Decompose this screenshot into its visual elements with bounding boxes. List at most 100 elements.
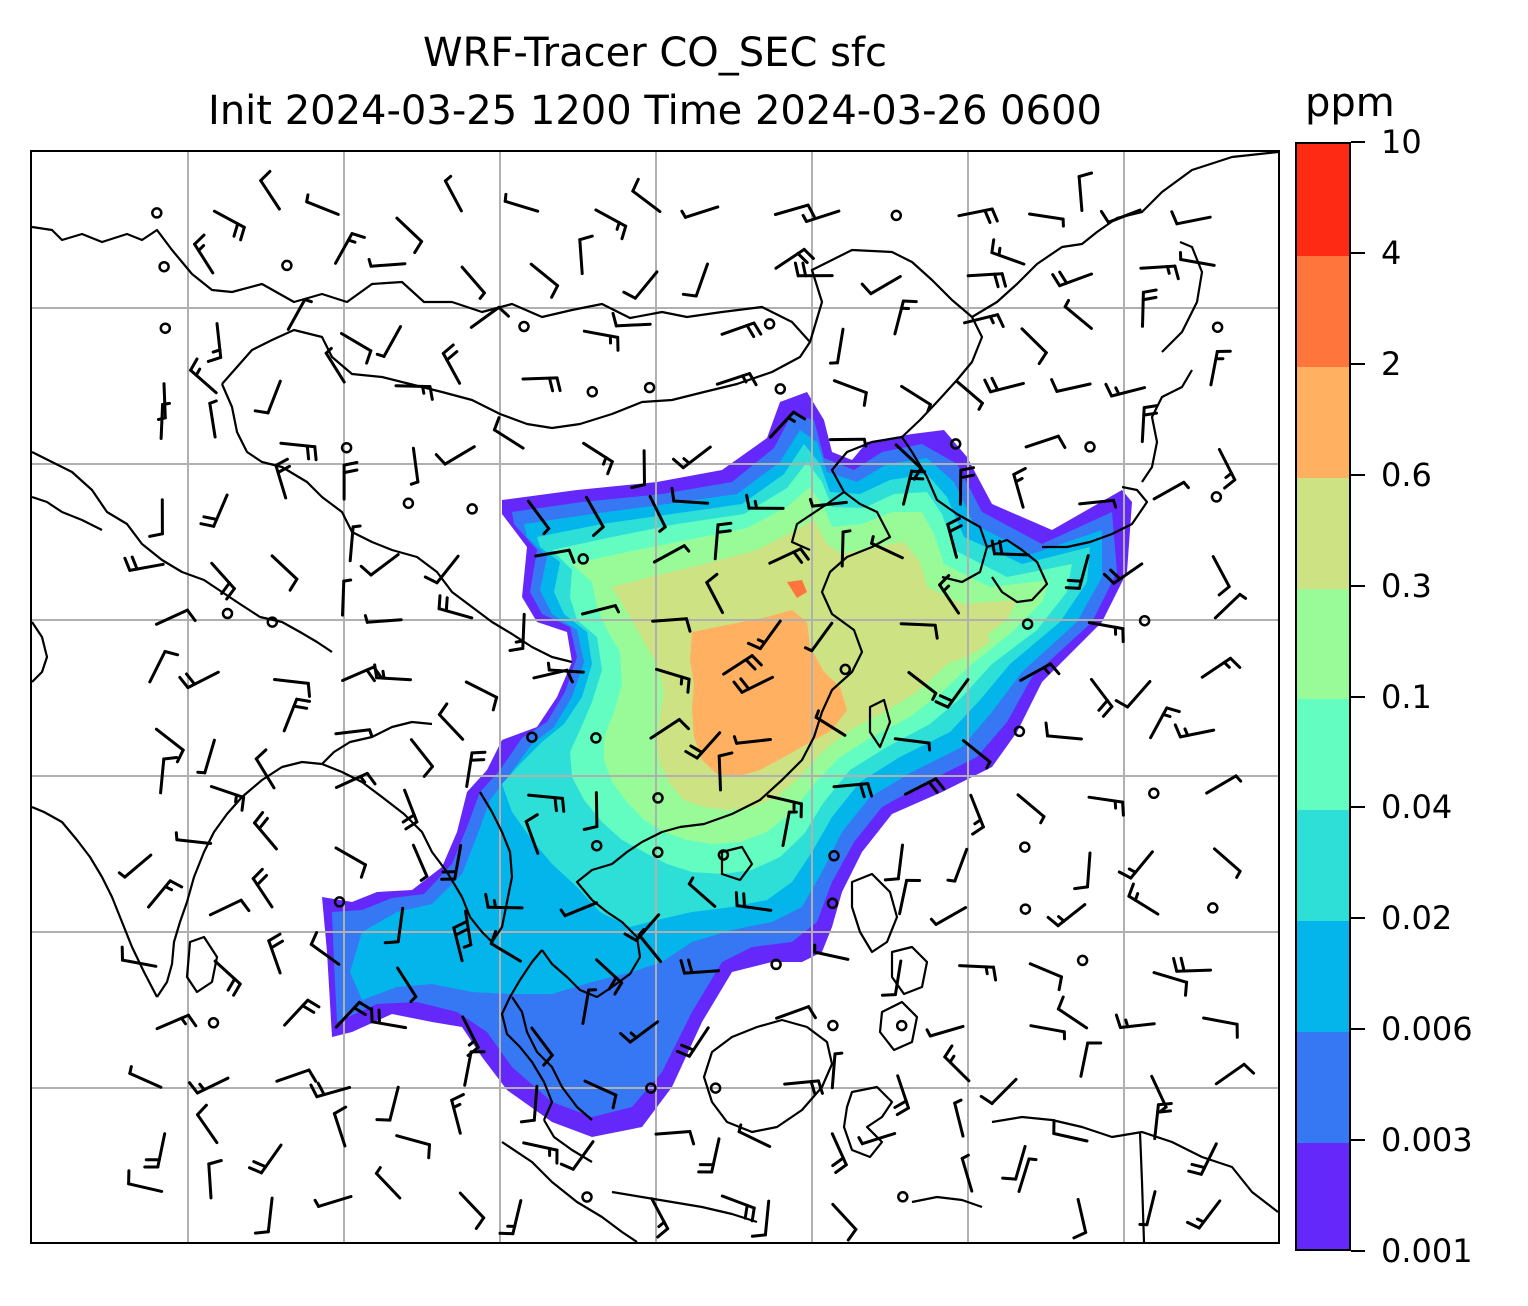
wind-barb-flag <box>484 892 490 909</box>
wind-barb-flag <box>1238 592 1248 600</box>
wind-barb-staff <box>286 298 307 331</box>
wind-barb-flag <box>846 1227 858 1242</box>
wind-barb-staff <box>830 1132 848 1167</box>
wind-barb-flag <box>1141 288 1158 294</box>
wind-barb-flag <box>292 704 309 710</box>
wind-barb <box>1019 662 1061 682</box>
wind-barb-staff <box>1056 903 1087 928</box>
calm-marker <box>895 1019 908 1032</box>
wind-barb-staff <box>254 757 276 790</box>
wind-barb <box>127 1169 164 1193</box>
wind-barb-staff <box>396 906 405 944</box>
wind-barb-staff <box>1076 1197 1088 1234</box>
wind-barb-flag <box>613 604 620 614</box>
map-panel[interactable] <box>30 150 1280 1244</box>
wind-barb <box>1087 621 1125 644</box>
calm-marker <box>1207 902 1219 914</box>
wind-barb-staff <box>1028 962 1063 979</box>
wind-barb-flag <box>434 453 447 466</box>
wind-barb <box>334 1000 372 1029</box>
wind-barb-flag <box>977 401 984 411</box>
wind-barb-staff <box>461 1015 480 1049</box>
wind-barb-flag <box>413 240 424 255</box>
wind-barb-staff <box>722 654 754 676</box>
wind-barb-flag <box>365 771 377 786</box>
wind-barb-flag <box>658 525 667 533</box>
coastline <box>1161 240 1204 353</box>
wind-barb-flag <box>567 548 576 564</box>
wind-barb-staff <box>953 847 969 883</box>
wind-barb-flag <box>753 499 759 510</box>
wind-barb-staff <box>898 878 909 916</box>
wind-barb <box>441 343 462 385</box>
wind-barb-flag <box>1114 1013 1122 1029</box>
wind-barb-flag <box>1058 270 1069 285</box>
wind-barb-staff <box>594 208 628 228</box>
wind-barb-flag <box>866 782 874 798</box>
wind-barb-staff <box>860 1132 897 1146</box>
wind-barb-flag <box>983 209 992 224</box>
wind-barb-flag <box>741 374 748 384</box>
wind-barb-flag <box>672 457 685 470</box>
wind-barb-flag <box>162 756 179 761</box>
wind-barb <box>1052 1119 1089 1143</box>
wind-barb-flag <box>1173 264 1180 281</box>
wind-barb-flag <box>444 596 449 613</box>
wind-barb-staff <box>259 1143 283 1175</box>
wind-barb-staff <box>740 675 774 694</box>
wind-barb-staff <box>1118 1022 1156 1029</box>
wind-barb-staff <box>1056 1007 1089 1030</box>
calm-marker <box>890 209 903 222</box>
wind-barb-flag <box>750 1206 756 1223</box>
wind-barb <box>503 192 540 213</box>
wind-barb-flag <box>934 777 946 791</box>
wind-barb-staff <box>259 179 281 211</box>
wind-barb-staff <box>186 670 220 690</box>
wind-barb <box>443 174 463 213</box>
wind-barb-staff <box>526 499 551 530</box>
wind-barb-staff <box>341 665 376 682</box>
calm-marker <box>590 839 603 852</box>
wind-barb-flag <box>1179 956 1186 973</box>
wind-barb <box>902 469 927 506</box>
calm-marker <box>1076 954 1089 967</box>
wind-barb <box>370 1007 408 1030</box>
wind-barb-staff <box>464 909 473 947</box>
wind-barb <box>155 1013 198 1031</box>
wind-barb-staff <box>943 1055 971 1083</box>
wind-barb-flag <box>737 1123 743 1134</box>
wind-barb-staff <box>705 581 724 615</box>
wind-barb-staff <box>899 622 937 627</box>
wind-barb-flag <box>208 399 218 405</box>
wind-barb-flag <box>685 617 692 633</box>
wind-barb <box>409 446 420 486</box>
wind-barb <box>484 892 524 910</box>
wind-barb-flag <box>428 385 434 401</box>
coastline <box>702 1018 834 1134</box>
wind-barb-staff <box>215 322 223 359</box>
wind-barb-flag <box>350 232 366 239</box>
wind-barb-flag <box>817 1079 824 1095</box>
wind-barb-staff <box>830 1052 837 1090</box>
wind-barb-flag <box>925 1028 932 1038</box>
wind-barb-staff <box>595 958 624 985</box>
coastline <box>720 845 754 882</box>
coastline <box>868 698 892 749</box>
wind-barb-staff <box>450 1098 462 1135</box>
wind-barb <box>1213 847 1242 879</box>
wind-barb-flag <box>452 920 467 930</box>
wind-barb-staff <box>527 793 564 800</box>
colorbar-tick <box>1351 1139 1365 1142</box>
wind-barb-staff <box>266 379 282 415</box>
wind-barb <box>178 670 220 690</box>
wind-barb-flag <box>746 641 762 651</box>
wind-barb-flag <box>687 876 695 886</box>
wind-barb <box>534 548 576 564</box>
wind-barb-flag <box>732 735 739 745</box>
wind-barb <box>808 497 848 508</box>
wind-barb-flag <box>128 1065 133 1075</box>
coastline <box>32 805 158 998</box>
wind-barb-flag <box>833 1051 844 1056</box>
wind-barb-staff <box>395 1134 431 1147</box>
wind-barb-staff <box>411 843 429 878</box>
